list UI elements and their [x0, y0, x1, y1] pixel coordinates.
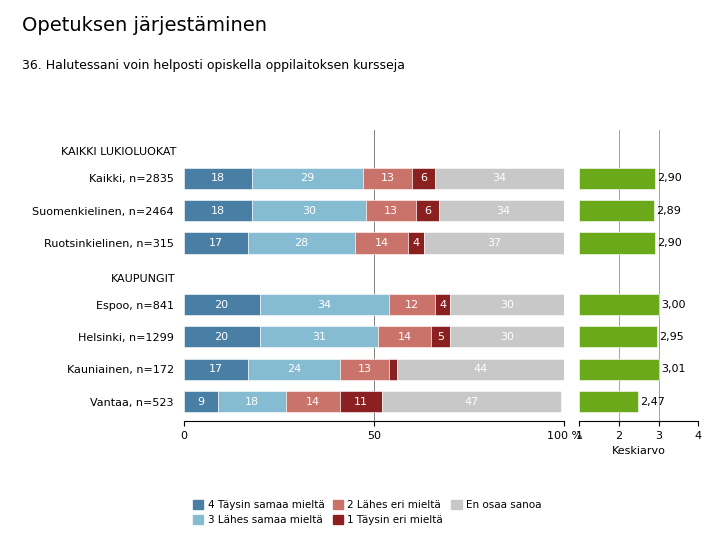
Bar — [287, 391, 340, 413]
Legend: 4 Täysin samaa mieltä, 3 Lähes samaa mieltä, 2 Lähes eri mieltä, 1 Täysin eri mi: 4 Täysin samaa mieltä, 3 Lähes samaa mie… — [189, 496, 546, 529]
Bar — [366, 200, 416, 221]
Bar — [184, 359, 248, 380]
Text: 18: 18 — [211, 206, 225, 215]
Text: 30: 30 — [500, 332, 514, 342]
Bar — [382, 391, 561, 413]
Bar — [438, 200, 568, 221]
Text: 13: 13 — [384, 206, 398, 215]
Text: 17: 17 — [209, 364, 223, 374]
Bar — [184, 167, 252, 189]
Bar — [423, 232, 564, 254]
Text: 30: 30 — [302, 206, 316, 215]
Text: 14: 14 — [374, 238, 389, 248]
Text: 20: 20 — [215, 332, 229, 342]
Bar — [355, 232, 408, 254]
Text: 31: 31 — [312, 332, 325, 342]
Text: 11: 11 — [354, 397, 368, 407]
Text: 6: 6 — [420, 173, 427, 183]
Bar — [218, 391, 287, 413]
Text: 34: 34 — [496, 206, 510, 215]
Text: 30: 30 — [500, 300, 514, 309]
Bar — [416, 200, 438, 221]
Bar — [248, 232, 355, 254]
Text: 12: 12 — [405, 300, 419, 309]
Bar — [580, 359, 659, 380]
Text: 4: 4 — [439, 300, 446, 309]
Text: 3,00: 3,00 — [661, 300, 685, 309]
Text: 2,95: 2,95 — [659, 332, 683, 342]
Text: 2,89: 2,89 — [657, 206, 681, 215]
Bar — [435, 294, 450, 315]
Text: 9: 9 — [197, 397, 204, 407]
Bar — [260, 294, 390, 315]
Text: 17: 17 — [209, 238, 223, 248]
Text: 14: 14 — [397, 332, 412, 342]
Bar — [431, 326, 450, 348]
Text: 44: 44 — [474, 364, 487, 374]
Text: Opetuksen järjestäminen: Opetuksen järjestäminen — [22, 16, 266, 35]
Bar — [378, 326, 431, 348]
Bar — [340, 391, 382, 413]
Text: 13: 13 — [358, 364, 372, 374]
Bar — [580, 167, 654, 189]
Bar — [408, 232, 423, 254]
Text: 18: 18 — [245, 397, 259, 407]
Bar — [580, 232, 654, 254]
Text: 13: 13 — [380, 173, 395, 183]
Bar — [390, 359, 397, 380]
Text: 29: 29 — [300, 173, 315, 183]
Bar — [450, 326, 564, 348]
Text: 14: 14 — [306, 397, 320, 407]
Text: 20: 20 — [215, 300, 229, 309]
Text: 37: 37 — [487, 238, 501, 248]
Text: 2,90: 2,90 — [657, 238, 682, 248]
Bar — [397, 359, 564, 380]
Text: 34: 34 — [492, 173, 507, 183]
Bar — [363, 167, 412, 189]
Text: KAUPUNGIT: KAUPUNGIT — [112, 274, 176, 284]
Bar — [248, 359, 340, 380]
Text: 28: 28 — [294, 238, 309, 248]
Text: 18: 18 — [211, 173, 225, 183]
Text: 2,47: 2,47 — [639, 397, 665, 407]
Bar — [580, 391, 638, 413]
Bar — [184, 391, 218, 413]
Text: 36. Halutessani voin helposti opiskella oppilaitoksen kursseja: 36. Halutessani voin helposti opiskella … — [22, 59, 405, 72]
Text: 4: 4 — [413, 238, 420, 248]
Bar — [340, 359, 390, 380]
Bar — [184, 200, 252, 221]
Bar — [580, 294, 659, 315]
Bar — [260, 326, 378, 348]
Text: 24: 24 — [287, 364, 301, 374]
Bar — [184, 294, 260, 315]
Text: 47: 47 — [464, 397, 478, 407]
Text: 34: 34 — [318, 300, 332, 309]
Bar — [435, 167, 564, 189]
X-axis label: Keskiarvo: Keskiarvo — [612, 447, 666, 456]
Bar — [412, 167, 435, 189]
Text: 2,90: 2,90 — [657, 173, 682, 183]
Bar — [184, 232, 248, 254]
Bar — [252, 200, 366, 221]
Bar — [390, 294, 435, 315]
Bar — [580, 200, 654, 221]
Text: KAIKKI LUKIOLUOKAT: KAIKKI LUKIOLUOKAT — [60, 147, 176, 157]
Bar — [184, 326, 260, 348]
Bar — [580, 326, 657, 348]
Bar — [450, 294, 564, 315]
Text: 6: 6 — [424, 206, 431, 215]
Text: 5: 5 — [437, 332, 444, 342]
Bar — [252, 167, 363, 189]
Text: 3,01: 3,01 — [661, 364, 685, 374]
